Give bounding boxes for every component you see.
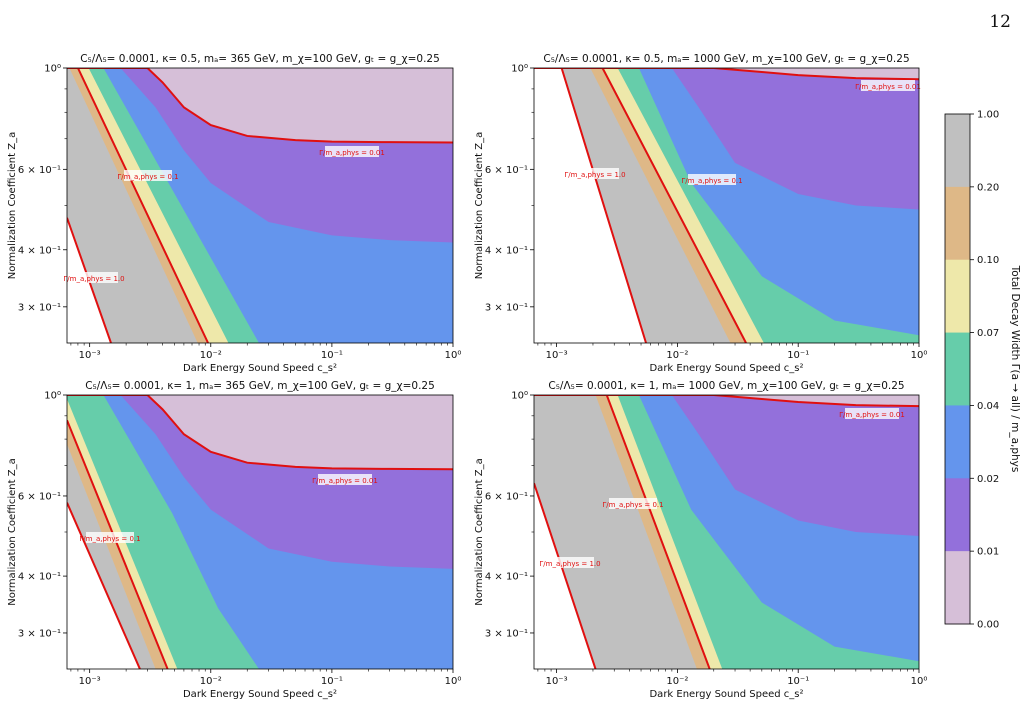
y-tick-label: 4 × 10⁻¹ bbox=[18, 245, 61, 256]
contour-line bbox=[67, 68, 453, 144]
y-tick-label: 3 × 10⁻¹ bbox=[485, 302, 528, 313]
y-tick-label: 4 × 10⁻¹ bbox=[18, 572, 61, 583]
colorbar-tick-label: 0.07 bbox=[977, 328, 999, 339]
y-tick-label: 4 × 10⁻¹ bbox=[485, 245, 528, 256]
panel-title: C₅/Λ₅= 0.0001, κ= 0.5, mₐ= 1000 GeV, m_χ… bbox=[543, 53, 909, 65]
panel-title: C₅/Λ₅= 0.0001, κ= 1, mₐ= 365 GeV, m_χ=10… bbox=[85, 380, 435, 392]
colorbar: 1.00 0.20 0.10 0.07 0.04 0.02 0.01 0.00 Total De… bbox=[944, 110, 1021, 631]
contour-line bbox=[534, 68, 647, 343]
contour-line bbox=[534, 395, 919, 408]
x-tick-label: 10⁻¹ bbox=[787, 350, 809, 361]
contour-line bbox=[534, 482, 597, 669]
band-region bbox=[534, 68, 919, 210]
y-tick-label: 3 × 10⁻¹ bbox=[485, 628, 528, 639]
y-tick-label: 3 × 10⁻¹ bbox=[18, 628, 61, 639]
y-axis-label: Normalization Coefficient Z_a bbox=[474, 132, 485, 279]
contour-label: Γ/m_a,phys = 0.1 bbox=[681, 177, 742, 185]
y-tick-label: 10⁰ bbox=[44, 391, 61, 402]
band-region bbox=[67, 395, 453, 470]
page-number: 12 bbox=[989, 12, 1011, 32]
contour-line bbox=[534, 68, 747, 343]
contour-line bbox=[67, 68, 209, 343]
contour-panel-3: Γ/m_a,phys = 0.1 Γ/m_a,phys = 0.01 C₅/Λ₅= … bbox=[7, 380, 461, 700]
y-tick-label: 10⁰ bbox=[511, 391, 528, 402]
colorbar-tick-label: 1.00 bbox=[977, 110, 999, 121]
x-axis-label: Dark Energy Sound Speed c_s² bbox=[183, 689, 337, 700]
band-region bbox=[67, 217, 111, 343]
panel-title: C₅/Λ₅= 0.0001, κ= 1, mₐ= 1000 GeV, m_χ=1… bbox=[548, 380, 904, 392]
y-axis-label: Normalization Coefficient Z_a bbox=[7, 132, 18, 279]
x-tick-label: 10⁻³ bbox=[79, 676, 101, 687]
contour-panel-4: Γ/m_a,phys = 1.0 Γ/m_a,phys = 0.1 Γ/m_a,ph… bbox=[474, 380, 927, 700]
x-tick-label: 10⁻¹ bbox=[321, 676, 343, 687]
colorbar-tick-label: 0.00 bbox=[977, 620, 999, 631]
band-region bbox=[534, 395, 919, 536]
band-region bbox=[67, 502, 140, 669]
contour-label: Γ/m_a,phys = 0.01 bbox=[319, 149, 385, 157]
colorbar-segment bbox=[945, 332, 970, 406]
x-tick-label: 10⁻¹ bbox=[321, 350, 343, 361]
y-tick-label: 6 × 10⁻¹ bbox=[18, 165, 61, 176]
y-tick-label: 10⁰ bbox=[511, 64, 528, 75]
contour-line bbox=[67, 502, 141, 669]
colorbar-tick-label: 0.01 bbox=[977, 547, 999, 558]
y-tick-label: 6 × 10⁻¹ bbox=[485, 491, 528, 502]
x-tick-label: 10⁻³ bbox=[546, 676, 568, 687]
x-tick-label: 10⁻² bbox=[200, 350, 222, 361]
colorbar-segment bbox=[945, 405, 970, 479]
colorbar-segment bbox=[945, 259, 970, 334]
contour-label: Γ/m_a,phys = 0.01 bbox=[855, 83, 921, 91]
x-tick-label: 10⁰ bbox=[445, 676, 462, 687]
colorbar-tick-label: 0.02 bbox=[977, 474, 999, 485]
x-tick-label: 10⁻³ bbox=[546, 350, 568, 361]
x-tick-label: 10⁻² bbox=[666, 350, 688, 361]
contour-label: Γ/m_a,phys = 1.0 bbox=[539, 560, 600, 568]
band-region bbox=[534, 68, 919, 80]
x-tick-label: 10⁰ bbox=[445, 350, 462, 361]
band-region bbox=[534, 68, 647, 343]
y-axis-label: Normalization Coefficient Z_a bbox=[474, 458, 485, 605]
colorbar-segment bbox=[945, 551, 970, 625]
colorbar-segment bbox=[945, 186, 970, 261]
band-region bbox=[534, 395, 919, 407]
x-axis-label: Dark Energy Sound Speed c_s² bbox=[183, 363, 337, 374]
contour-label: Γ/m_a,phys = 0.01 bbox=[839, 411, 905, 419]
x-axis-label: Dark Energy Sound Speed c_s² bbox=[649, 689, 803, 700]
contour-line bbox=[67, 395, 453, 471]
panel-title: C₅/Λ₅= 0.0001, κ= 0.5, mₐ= 365 GeV, m_χ=… bbox=[80, 53, 440, 65]
colorbar-segment bbox=[945, 114, 970, 188]
colorbar-segment bbox=[945, 478, 970, 552]
contour-panel-1: Γ/m_a,phys = 1.0 Γ/m_a,phys = 0.1 Γ/m_a,ph… bbox=[7, 53, 461, 374]
x-tick-label: 10⁻³ bbox=[79, 350, 101, 361]
colorbar-frame bbox=[944, 113, 971, 625]
y-tick-label: 4 × 10⁻¹ bbox=[485, 572, 528, 583]
y-axis-label: Normalization Coefficient Z_a bbox=[7, 458, 18, 605]
colorbar-tick-label: 0.10 bbox=[977, 255, 999, 266]
y-tick-label: 10⁰ bbox=[44, 64, 61, 75]
contour-line bbox=[67, 419, 169, 669]
y-tick-label: 6 × 10⁻¹ bbox=[485, 165, 528, 176]
x-tick-label: 10⁻² bbox=[200, 676, 222, 687]
contour-label: Γ/m_a,phys = 0.01 bbox=[312, 477, 378, 485]
contour-line bbox=[534, 68, 919, 81]
x-axis-label: Dark Energy Sound Speed c_s² bbox=[649, 363, 803, 374]
contour-label: Γ/m_a,phys = 0.1 bbox=[602, 501, 663, 509]
y-tick-label: 3 × 10⁻¹ bbox=[18, 302, 61, 313]
contour-label: Γ/m_a,phys = 0.1 bbox=[79, 535, 140, 543]
contour-label: Γ/m_a,phys = 0.1 bbox=[117, 173, 178, 181]
x-tick-label: 10⁰ bbox=[911, 676, 928, 687]
colorbar-tick-label: 0.20 bbox=[977, 182, 999, 193]
band-region bbox=[67, 68, 453, 143]
y-tick-label: 6 × 10⁻¹ bbox=[18, 491, 61, 502]
colorbar-tick-label: 0.04 bbox=[977, 401, 999, 412]
colorbar-label: Total Decay Width Γ(a → all) / m_a,phys bbox=[1009, 265, 1021, 473]
x-tick-label: 10⁻² bbox=[666, 676, 688, 687]
contour-line bbox=[534, 395, 711, 669]
x-tick-label: 10⁰ bbox=[911, 350, 928, 361]
contour-label: Γ/m_a,phys = 1.0 bbox=[63, 275, 124, 283]
contour-label: Γ/m_a,phys = 1.0 bbox=[564, 171, 625, 179]
contour-panel-2: Γ/m_a,phys = 1.0 Γ/m_a,phys = 0.1 Γ/m_a,ph… bbox=[474, 53, 927, 374]
x-tick-label: 10⁻¹ bbox=[787, 676, 809, 687]
